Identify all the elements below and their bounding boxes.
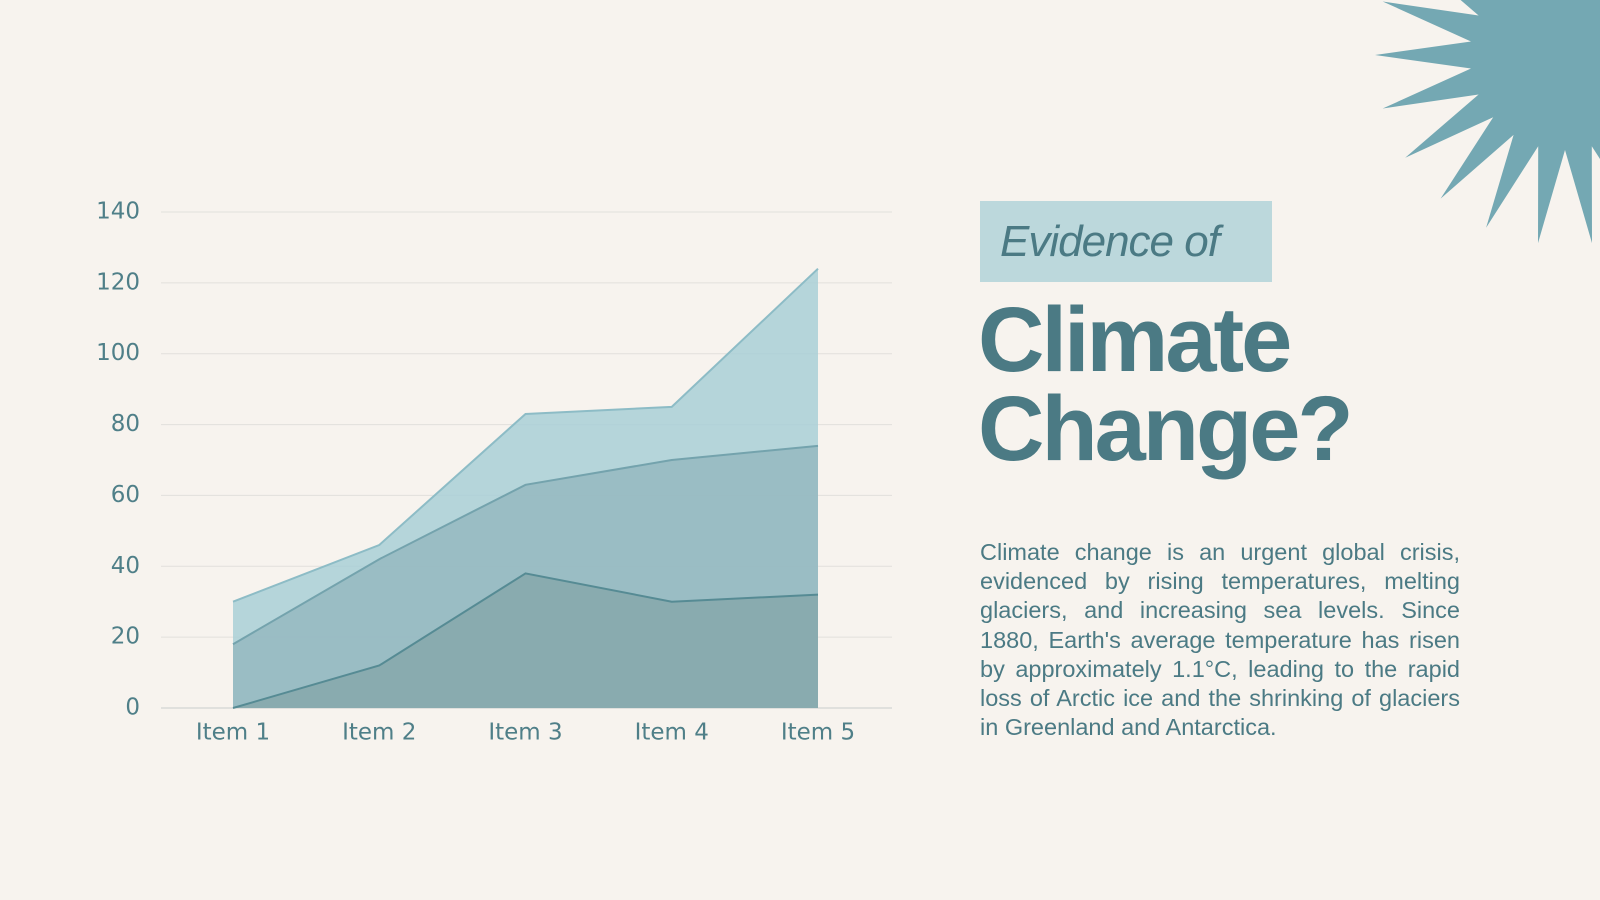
y-tick-label: 20	[111, 624, 140, 650]
area-line	[232, 444, 819, 646]
kicker: Evidence of	[980, 201, 1272, 282]
x-tick-label: Item 2	[342, 720, 416, 746]
y-tick-label: 140	[96, 199, 140, 225]
x-tick-label: Item 5	[781, 720, 855, 746]
y-tick-label: 120	[96, 269, 140, 295]
area-line	[232, 267, 819, 603]
area	[233, 573, 818, 708]
y-tick-label: 40	[111, 553, 140, 579]
y-tick-label: 0	[125, 695, 140, 721]
body-text: Climate change is an urgent global crisi…	[980, 539, 1460, 741]
decorative-starburst	[1375, 0, 1600, 244]
x-tick-label: Item 3	[488, 720, 562, 746]
y-tick-label: 80	[111, 411, 140, 437]
title: Climate Change?	[978, 289, 1354, 480]
x-tick-label: Item 4	[635, 720, 709, 746]
x-tick-label: Item 1	[196, 720, 270, 746]
y-tick-label: 60	[111, 482, 140, 508]
y-tick-label: 100	[96, 340, 140, 366]
area-line	[232, 572, 819, 709]
